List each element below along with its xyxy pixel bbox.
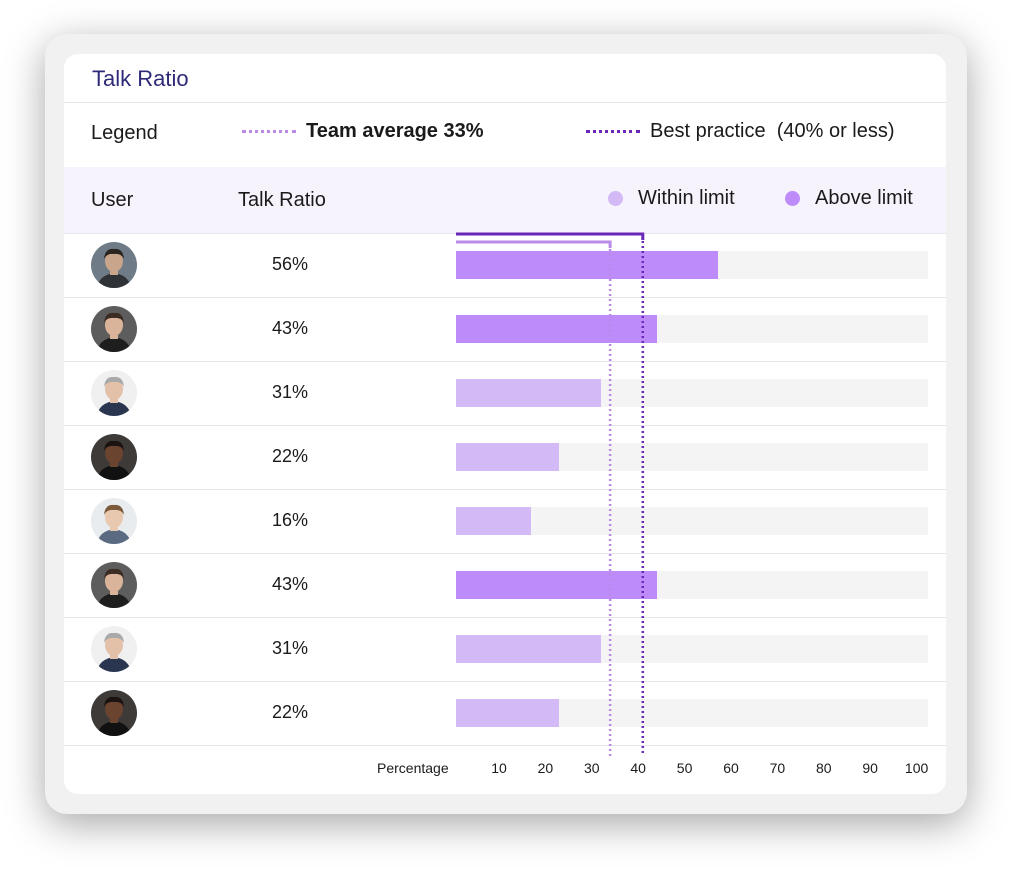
column-header-user: User <box>91 189 134 211</box>
table-row[interactable]: 16% <box>64 490 946 554</box>
table-row[interactable]: 31% <box>64 618 946 682</box>
divider <box>64 102 946 103</box>
row-divider <box>64 553 946 554</box>
avatar-man-grey-hair-icon[interactable] <box>91 626 137 672</box>
talk-ratio-value: 43% <box>271 318 309 338</box>
avatar-man-glasses-icon[interactable] <box>91 306 137 352</box>
talk-ratio-value: 22% <box>271 446 309 466</box>
row-divider <box>64 297 946 298</box>
table-row[interactable]: 56% <box>64 234 946 298</box>
row-divider <box>64 681 946 682</box>
legend-team-average: Team average 33% <box>242 120 484 143</box>
within-limit-dot-icon <box>608 191 623 206</box>
key-within-label: Within limit <box>638 187 735 209</box>
key-above-label: Above limit <box>815 187 913 209</box>
row-divider <box>64 361 946 362</box>
table-header: User Talk Ratio Within limit Above limit <box>64 167 946 233</box>
talk-ratio-value: 31% <box>271 638 309 658</box>
row-divider <box>64 617 946 618</box>
key-within-limit: Within limit <box>608 187 735 210</box>
talk-ratio-bar <box>456 315 657 343</box>
talk-ratio-bar <box>456 379 601 407</box>
avatar-man-grey-hair-icon[interactable] <box>91 370 137 416</box>
table-row[interactable]: 22% <box>64 682 946 746</box>
talk-ratio-bar <box>456 443 559 471</box>
column-header-talk-ratio: Talk Ratio <box>238 189 326 211</box>
row-divider <box>64 745 946 746</box>
avatar-man-suit-icon[interactable] <box>91 434 137 480</box>
talk-ratio-bar <box>456 507 531 535</box>
legend-best-practice-label: Best practice (40% or less) <box>650 120 895 142</box>
talk-ratio-bar <box>456 635 601 663</box>
x-axis-tick-label: 50 <box>676 760 693 776</box>
talk-ratio-value: 16% <box>271 510 309 530</box>
x-axis-tick-label: 10 <box>491 760 507 776</box>
above-limit-dot-icon <box>785 191 800 206</box>
talk-ratio-value: 43% <box>271 574 309 594</box>
team-average-line-icon <box>242 130 296 133</box>
reference-lines-overlay <box>456 232 645 756</box>
x-axis-tick-label: 90 <box>862 760 878 776</box>
talk-ratio-value: 56% <box>271 254 309 274</box>
x-axis-tick-label: 20 <box>537 760 554 776</box>
best-practice-line-icon <box>586 130 640 133</box>
talk-ratio-bar <box>456 699 559 727</box>
talk-ratio-card: Talk Ratio Legend Team average 33% Best … <box>64 54 946 794</box>
key-above-limit: Above limit <box>785 187 913 210</box>
x-axis-tick-label: 70 <box>769 760 786 776</box>
table-row[interactable]: 22% <box>64 426 946 490</box>
team-average-connector <box>456 240 612 248</box>
talk-ratio-bar <box>456 571 657 599</box>
avatar-man-glasses-icon[interactable] <box>91 562 137 608</box>
table-row[interactable]: 43% <box>64 554 946 618</box>
avatar-man-beard-glasses-icon[interactable] <box>91 498 137 544</box>
avatar-man-dark-hair-icon[interactable] <box>91 242 137 288</box>
x-axis-label: Percentage <box>377 760 449 776</box>
legend-team-average-label: Team average 33% <box>306 120 484 142</box>
x-axis-tick-label: 30 <box>584 760 600 776</box>
talk-ratio-bar <box>456 251 718 279</box>
row-divider <box>64 425 946 426</box>
table-row[interactable]: 43% <box>64 298 946 362</box>
card-title: Talk Ratio <box>92 66 189 91</box>
bar-track <box>456 507 928 535</box>
talk-ratio-value: 31% <box>271 382 309 402</box>
x-axis-tick-label: 60 <box>723 760 739 776</box>
row-divider <box>64 489 946 490</box>
legend-label: Legend <box>91 122 158 144</box>
best-practice-connector <box>456 232 645 240</box>
table-row[interactable]: 31% <box>64 362 946 426</box>
legend-best-practice: Best practice (40% or less) <box>586 120 895 143</box>
x-axis-tick-label: 40 <box>630 760 646 776</box>
avatar-man-suit-icon[interactable] <box>91 690 137 736</box>
talk-ratio-value: 22% <box>271 702 309 722</box>
x-axis-tick-label: 100 <box>904 760 929 776</box>
x-axis-tick-label: 80 <box>816 760 832 776</box>
